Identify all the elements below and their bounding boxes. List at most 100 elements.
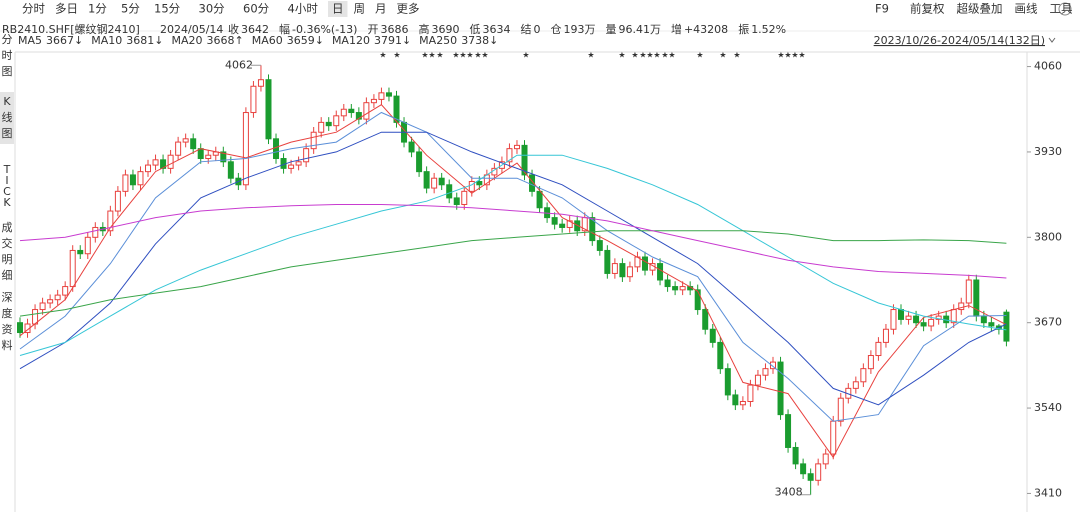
tab[interactable]: 周 bbox=[354, 2, 366, 16]
quote-label: 振 bbox=[738, 22, 749, 36]
sidebar-tab[interactable]: 深度资料 bbox=[0, 288, 14, 356]
event-star[interactable]: ★ bbox=[436, 51, 443, 60]
tab[interactable]: 15分 bbox=[154, 2, 181, 16]
event-star[interactable]: ★ bbox=[459, 51, 466, 60]
candle-body bbox=[190, 138, 197, 150]
tab[interactable]: 分时 bbox=[22, 2, 45, 16]
quote-value: 3686 bbox=[380, 23, 408, 36]
toolbar-button[interactable]: 工具 bbox=[1050, 2, 1073, 16]
event-star[interactable]: ★ bbox=[587, 51, 594, 60]
toolbar-button[interactable]: 画线 bbox=[1015, 2, 1038, 16]
event-star[interactable]: ★ bbox=[522, 51, 529, 60]
event-star[interactable]: ★ bbox=[646, 51, 653, 60]
event-star[interactable]: ★ bbox=[421, 51, 428, 60]
dropdown-icon[interactable] bbox=[1048, 37, 1056, 43]
quote-value: 0 bbox=[533, 23, 540, 36]
sidebar-char[interactable]: 料 bbox=[2, 338, 13, 352]
event-star[interactable]: ★ bbox=[696, 51, 703, 60]
legend-value: 3791↓ bbox=[374, 34, 411, 47]
sidebar-tab[interactable]: TICK bbox=[0, 160, 14, 208]
sidebar-char[interactable]: T bbox=[3, 163, 11, 176]
y-tick-label: 3800 bbox=[1034, 230, 1062, 243]
candle-body bbox=[694, 289, 701, 311]
event-star[interactable]: ★ bbox=[466, 51, 473, 60]
candle-body bbox=[837, 397, 844, 422]
event-star[interactable]: ★ bbox=[618, 51, 625, 60]
event-star[interactable]: ★ bbox=[798, 51, 805, 60]
event-star[interactable]: ★ bbox=[474, 51, 481, 60]
sidebar-char[interactable]: 分 bbox=[2, 33, 13, 46]
event-star[interactable]: ★ bbox=[428, 51, 435, 60]
candle-body bbox=[770, 361, 776, 370]
sidebar-char[interactable]: K bbox=[3, 196, 11, 209]
event-star[interactable]: ★ bbox=[481, 51, 488, 60]
sidebar-char[interactable]: 深 bbox=[2, 291, 13, 304]
sidebar-char[interactable]: 图 bbox=[2, 127, 13, 140]
candle-body bbox=[513, 144, 520, 150]
candle-body bbox=[129, 174, 136, 186]
toolbar-button[interactable]: F9 bbox=[875, 2, 889, 16]
sidebar-char[interactable]: C bbox=[3, 185, 11, 198]
tab[interactable]: 60分 bbox=[243, 2, 270, 16]
candle-body bbox=[1003, 311, 1010, 342]
event-star[interactable]: ★ bbox=[784, 51, 791, 60]
quote-date: 2024/05/14 bbox=[160, 23, 223, 36]
tab[interactable]: 30分 bbox=[199, 2, 226, 16]
sidebar-char[interactable]: 成 bbox=[2, 221, 13, 234]
toolbar-button[interactable]: 超级叠加 bbox=[957, 2, 1003, 16]
sidebar-tab[interactable]: K线图 bbox=[0, 92, 14, 144]
sidebar-char[interactable]: K bbox=[3, 95, 11, 108]
sidebar-char[interactable]: I bbox=[5, 174, 8, 187]
candle-body bbox=[325, 121, 332, 127]
candle-body bbox=[348, 108, 355, 114]
candle-body bbox=[167, 154, 174, 169]
tab[interactable]: 日 bbox=[332, 2, 344, 16]
tab[interactable]: 1分 bbox=[88, 2, 107, 16]
candle-body bbox=[875, 341, 882, 357]
sidebar-tab[interactable]: 分时图 bbox=[0, 30, 14, 82]
sidebar-char[interactable]: 度 bbox=[2, 306, 13, 320]
sidebar-char[interactable]: 时 bbox=[2, 49, 13, 62]
event-star[interactable]: ★ bbox=[639, 51, 646, 60]
sidebar-char[interactable]: 线 bbox=[2, 110, 13, 124]
y-tick-label: 3670 bbox=[1034, 316, 1062, 329]
quote-symbol: RB2410.SHF[螺纹钢2410] bbox=[2, 22, 140, 36]
tab[interactable]: 5分 bbox=[121, 2, 140, 16]
event-star[interactable]: ★ bbox=[631, 51, 638, 60]
tab[interactable]: 更多 bbox=[397, 2, 420, 16]
event-star[interactable]: ★ bbox=[733, 51, 740, 60]
date-range[interactable]: 2023/10/26-2024/05/14(132日) bbox=[874, 34, 1045, 47]
candle-body bbox=[17, 322, 23, 334]
tab[interactable]: 4小时 bbox=[288, 2, 319, 16]
candle-body bbox=[890, 309, 897, 330]
candle-body bbox=[370, 98, 377, 104]
event-star[interactable]: ★ bbox=[791, 51, 798, 60]
sidebar-tab[interactable]: 成交明细 bbox=[0, 218, 14, 286]
legend-value: 3738↓ bbox=[461, 34, 498, 47]
tab[interactable]: 多日 bbox=[55, 2, 78, 16]
event-star[interactable]: ★ bbox=[379, 51, 386, 60]
event-star[interactable]: ★ bbox=[668, 51, 675, 60]
y-tick-label: 4060 bbox=[1034, 60, 1062, 73]
event-star[interactable]: ★ bbox=[653, 51, 660, 60]
event-star[interactable]: ★ bbox=[719, 51, 726, 60]
sidebar-char[interactable]: 图 bbox=[2, 65, 13, 78]
settings-icon[interactable] bbox=[1058, 2, 1072, 16]
sidebar-char[interactable]: 细 bbox=[2, 269, 13, 282]
sidebar-char[interactable]: 交 bbox=[2, 236, 13, 250]
candle-body bbox=[928, 318, 935, 327]
candle-body bbox=[604, 249, 611, 274]
sidebar-char[interactable]: 资 bbox=[2, 323, 13, 336]
event-star[interactable]: ★ bbox=[393, 51, 400, 60]
candle-body bbox=[920, 322, 927, 327]
sidebar-char[interactable]: 明 bbox=[2, 253, 13, 266]
toolbar-button[interactable]: 前复权 bbox=[910, 2, 945, 16]
event-star[interactable]: ★ bbox=[452, 51, 459, 60]
tab[interactable]: 月 bbox=[375, 2, 387, 16]
event-star[interactable]: ★ bbox=[661, 51, 668, 60]
candle-body bbox=[303, 148, 310, 163]
ma-line bbox=[19, 204, 1007, 279]
candle-body bbox=[340, 108, 347, 117]
event-star[interactable]: ★ bbox=[777, 51, 784, 60]
